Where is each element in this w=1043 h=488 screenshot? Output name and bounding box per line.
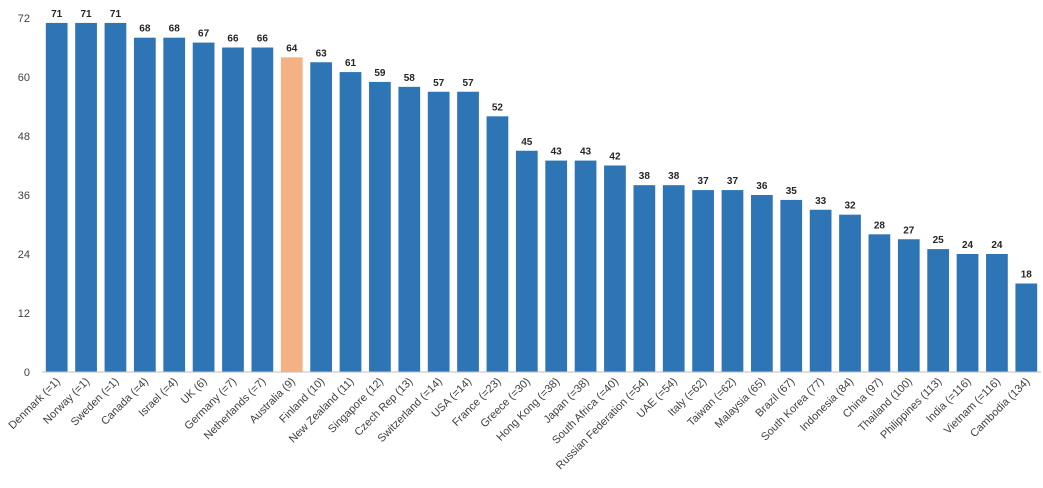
data-label: 66	[257, 34, 269, 45]
bar	[839, 214, 861, 372]
data-label: 38	[639, 171, 651, 182]
y-tick-label: 72	[18, 13, 30, 25]
bar	[280, 57, 303, 372]
data-label: 67	[198, 29, 210, 40]
bar	[721, 190, 744, 372]
bar	[633, 185, 656, 372]
y-tick-label: 12	[18, 308, 30, 320]
bar	[545, 160, 568, 372]
bar	[45, 22, 68, 372]
data-label: 66	[227, 34, 239, 45]
bar	[133, 37, 156, 373]
data-label: 37	[727, 176, 739, 187]
bar	[897, 239, 920, 372]
bar	[604, 165, 626, 372]
data-label: 43	[551, 147, 563, 158]
bar	[751, 195, 773, 372]
bar	[692, 190, 714, 372]
bar	[868, 234, 891, 372]
bar	[662, 185, 685, 372]
bar	[927, 249, 950, 372]
data-label: 58	[404, 73, 416, 84]
bar	[104, 22, 127, 372]
bar	[780, 199, 803, 372]
y-tick-label: 0	[24, 367, 30, 379]
data-label: 25	[933, 235, 945, 246]
data-label: 52	[492, 102, 504, 113]
data-label: 68	[169, 24, 181, 35]
y-tick-label: 60	[18, 72, 30, 84]
y-tick-label: 36	[18, 190, 30, 202]
y-axis: 0 12 24 36 48 60 72	[18, 13, 30, 379]
data-label: 71	[51, 9, 63, 20]
data-label: 24	[962, 240, 974, 251]
data-label: 61	[345, 58, 357, 69]
bar	[956, 254, 979, 372]
data-label: 57	[462, 78, 474, 89]
data-label: 24	[991, 240, 1003, 251]
bar	[251, 47, 274, 372]
y-tick-label: 48	[18, 131, 30, 143]
data-label: 57	[433, 78, 445, 89]
bar	[1015, 283, 1038, 372]
bar	[310, 62, 332, 372]
data-label: 18	[1021, 270, 1033, 281]
bar	[163, 37, 186, 373]
bar	[339, 72, 362, 372]
data-label: 35	[786, 186, 798, 197]
bar	[574, 160, 597, 372]
bar	[398, 86, 421, 372]
bar	[986, 254, 1008, 372]
bar	[222, 47, 244, 372]
data-label: 28	[874, 220, 886, 231]
x-axis: Denmark (=1)Norway (=1)Sweden (=1)Canada…	[7, 371, 1041, 472]
bar	[457, 91, 479, 372]
data-label: 32	[844, 201, 856, 212]
data-label: 71	[110, 9, 122, 20]
data-label: 43	[580, 147, 592, 158]
data-label: 37	[698, 176, 710, 187]
data-label: 38	[668, 171, 680, 182]
y-tick-label: 24	[18, 249, 30, 261]
bar	[486, 116, 509, 372]
bar	[75, 22, 97, 372]
bar	[192, 42, 215, 372]
data-label: 64	[286, 43, 298, 54]
data-label: 68	[139, 24, 151, 35]
data-label: 71	[81, 9, 93, 20]
data-label: 36	[756, 181, 768, 192]
bar	[809, 209, 832, 372]
data-label: 33	[815, 196, 827, 207]
data-label: 42	[609, 152, 621, 163]
bar	[369, 81, 391, 373]
data-label: 59	[374, 68, 386, 79]
data-labels: 71 71 71 68 68 67 66 66 64 63 61 59 58 57 57 52 45 43 43 42…	[51, 9, 1032, 281]
data-label: 63	[316, 48, 328, 59]
bar	[515, 150, 538, 372]
data-label: 27	[903, 225, 915, 236]
bar	[427, 91, 450, 372]
data-label: 45	[521, 137, 533, 148]
bars	[45, 22, 1038, 373]
